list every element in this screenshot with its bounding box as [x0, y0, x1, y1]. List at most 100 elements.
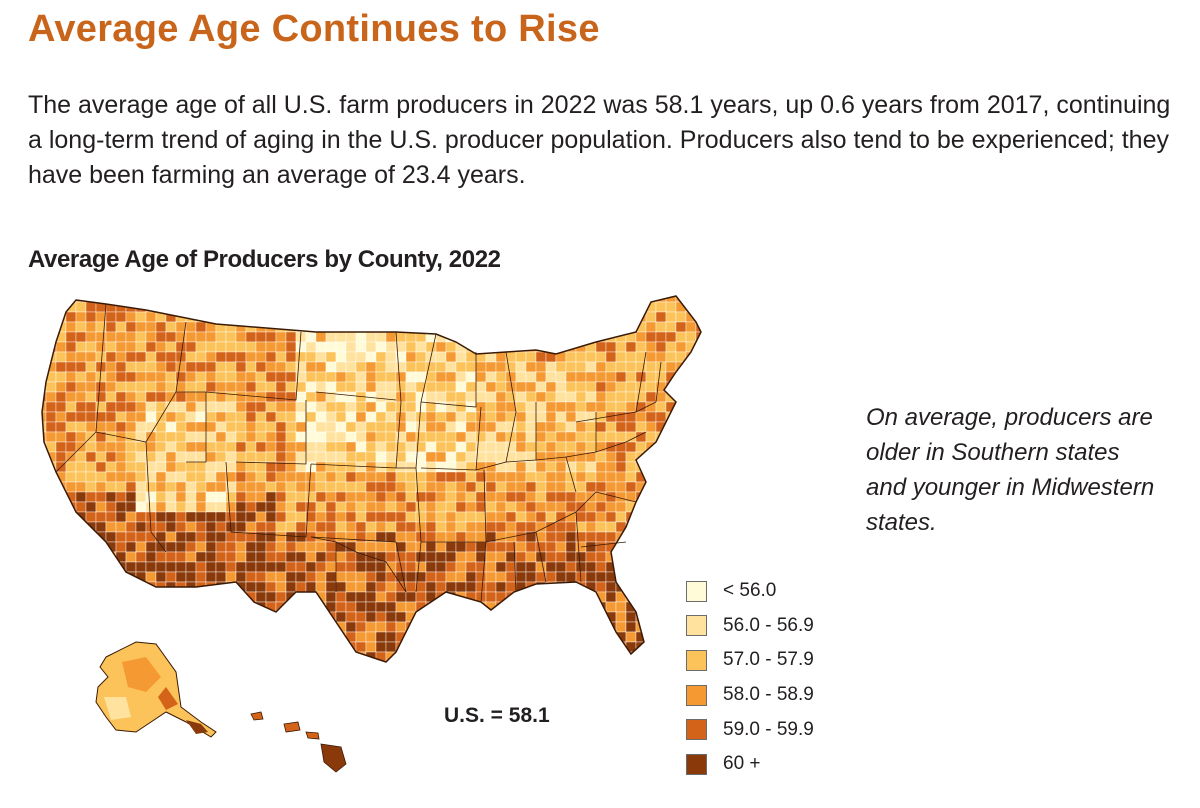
county-cell: [465, 441, 477, 453]
county-cell: [675, 621, 687, 633]
county-cell: [75, 551, 87, 563]
county-cell: [505, 571, 517, 583]
county-cell: [355, 661, 367, 662]
county-cell: [585, 481, 597, 493]
county-cell: [335, 331, 347, 343]
county-cell: [505, 321, 517, 333]
county-cell: [175, 451, 187, 463]
county-cell: [455, 321, 467, 333]
county-cell: [165, 331, 177, 343]
county-cell: [145, 561, 157, 573]
county-cell: [545, 451, 557, 463]
county-cell: [535, 301, 547, 313]
county-cell: [165, 341, 177, 353]
county-cell: [345, 451, 357, 463]
county-cell: [655, 301, 667, 313]
county-cell: [235, 301, 247, 313]
county-cell: [42, 421, 47, 433]
county-cell: [245, 641, 257, 653]
county-cell: [435, 521, 447, 533]
county-cell: [665, 321, 677, 333]
county-cell: [475, 541, 487, 553]
county-cell: [445, 561, 457, 573]
county-cell: [365, 451, 377, 463]
county-cell: [185, 551, 197, 563]
county-cell: [285, 651, 297, 662]
county-cell: [535, 311, 547, 323]
county-cell: [42, 301, 47, 313]
county-cell: [265, 491, 277, 503]
county-cell: [465, 371, 477, 383]
county-cell: [335, 651, 347, 662]
county-cell: [165, 321, 177, 333]
county-cell: [415, 421, 427, 433]
county-cell: [175, 531, 187, 543]
county-cell: [45, 431, 57, 443]
county-cell: [645, 601, 657, 613]
county-cell: [325, 521, 337, 533]
county-cell: [405, 381, 417, 393]
county-cell: [605, 581, 617, 593]
county-cell: [706, 552, 716, 562]
county-cell: [575, 561, 587, 573]
county-cell: [365, 296, 377, 303]
county-cell: [215, 341, 227, 353]
county-cell: [285, 401, 297, 413]
county-cell: [475, 296, 487, 303]
county-cell: [595, 481, 607, 493]
county-cell: [335, 521, 347, 533]
county-cell: [75, 381, 87, 393]
county-cell: [455, 541, 467, 553]
county-cell: [675, 431, 687, 443]
county-cell: [625, 451, 637, 463]
county-cell: [145, 361, 157, 373]
county-cell: [65, 521, 77, 533]
county-cell: [135, 371, 147, 383]
county-cell: [255, 421, 267, 433]
county-cell: [135, 321, 147, 333]
choropleth-map: [36, 292, 716, 792]
county-cell: [135, 531, 147, 543]
county-cell: [355, 471, 367, 483]
county-cell: [42, 561, 47, 573]
county-cell: [475, 421, 487, 433]
county-cell: [535, 541, 547, 553]
county-cell: [45, 541, 57, 553]
county-cell: [575, 471, 587, 483]
county-cell: [105, 611, 117, 623]
county-cell: [285, 391, 297, 403]
county-cell: [525, 561, 537, 573]
county-cell: [545, 601, 557, 613]
county-cell: [145, 631, 157, 643]
county-cell: [695, 371, 701, 383]
county-cell: [365, 301, 377, 313]
county-cell: [65, 621, 77, 633]
county-cell: [155, 381, 167, 393]
county-cell: [285, 531, 297, 543]
county-cell: [285, 511, 297, 523]
county-cell: [525, 421, 537, 433]
county-cell: [525, 401, 537, 413]
county-cell: [245, 511, 257, 523]
county-cell: [585, 351, 597, 363]
county-cell: [595, 521, 607, 533]
county-cell: [385, 621, 397, 633]
county-cell: [385, 561, 397, 573]
county-cell: [565, 511, 577, 523]
county-cell: [345, 481, 357, 493]
county-cell: [245, 661, 257, 662]
county-cell: [265, 581, 277, 593]
legend-label: < 56.0: [723, 580, 777, 602]
county-cell: [215, 296, 227, 303]
county-cell: [155, 591, 167, 603]
county-cell: [706, 462, 716, 472]
county-cell: [675, 411, 687, 423]
county-cell: [365, 491, 377, 503]
county-cell: [706, 532, 716, 542]
county-cell: [65, 441, 77, 453]
county-cell: [555, 401, 567, 413]
county-cell: [355, 441, 367, 453]
county-cell: [265, 541, 277, 553]
county-cell: [175, 481, 187, 493]
county-cell: [185, 601, 197, 613]
